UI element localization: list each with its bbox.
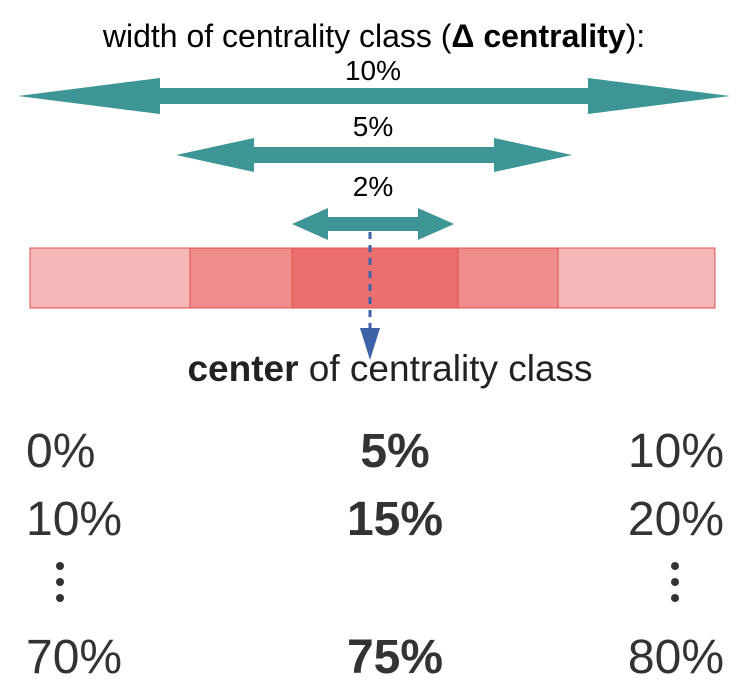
ellipsis-dot <box>56 578 64 586</box>
width-label-10: 10% <box>345 55 401 86</box>
row-2-low: 10% <box>26 493 123 546</box>
center-caption-bold: center <box>187 348 299 389</box>
title-bold: Δ centrality <box>451 18 626 54</box>
ellipsis-right <box>671 562 679 610</box>
row-3-high: 80% <box>627 631 724 684</box>
center-arrowhead <box>360 328 380 360</box>
ellipsis-dot <box>56 562 64 570</box>
row-1-center: 5% <box>360 425 430 478</box>
row-1-low: 0% <box>26 425 96 478</box>
ellipsis-dot <box>56 594 64 602</box>
row-2-high: 20% <box>627 493 724 546</box>
ellipsis-dot <box>671 594 679 602</box>
ellipsis-left <box>56 562 64 610</box>
center-caption-rest: of centrality class <box>298 348 593 389</box>
width-label-5: 5% <box>353 111 393 142</box>
title-suffix: ): <box>625 18 646 54</box>
title-prefix: width of centrality class ( <box>102 18 452 54</box>
width-arrow-10 <box>18 78 730 114</box>
center-caption: center of centrality class <box>0 348 748 390</box>
diagram-title: width of centrality class (Δ centrality)… <box>0 18 748 55</box>
ellipsis-dot <box>671 562 679 570</box>
row-3-center: 75% <box>346 631 444 684</box>
row-1-high: 10% <box>627 425 724 478</box>
width-arrow-2 <box>292 208 454 240</box>
row-3-low: 70% <box>26 631 123 684</box>
width-arrow-5 <box>176 138 572 172</box>
centrality-diagram: 10% 5% 2% <box>18 55 730 360</box>
row-2-center: 15% <box>346 493 444 546</box>
bar-segment-inner <box>291 247 459 309</box>
ellipsis-dot <box>671 578 679 586</box>
width-label-2: 2% <box>353 171 393 202</box>
